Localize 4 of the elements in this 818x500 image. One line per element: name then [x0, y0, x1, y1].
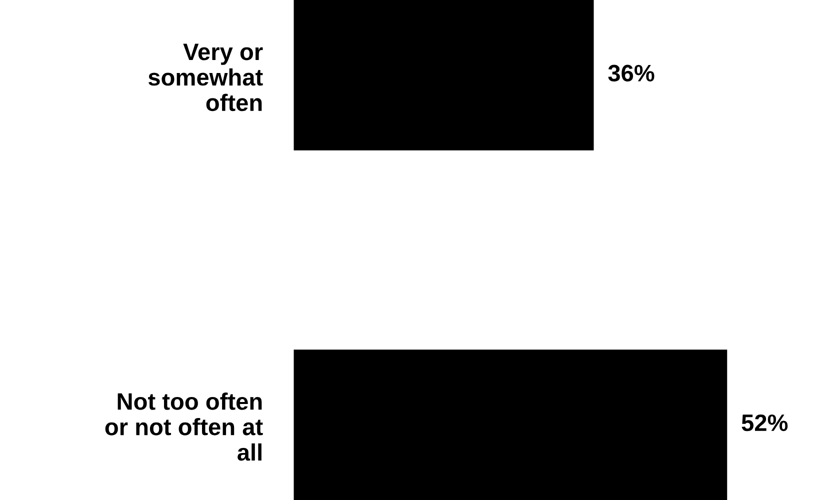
- y-tick-label: Very or somewhat often: [148, 44, 263, 112]
- y-tick-label: Not too often or not often at all: [105, 392, 263, 461]
- data-label: 36%: [608, 64, 654, 82]
- data-label: 52%: [742, 414, 788, 432]
